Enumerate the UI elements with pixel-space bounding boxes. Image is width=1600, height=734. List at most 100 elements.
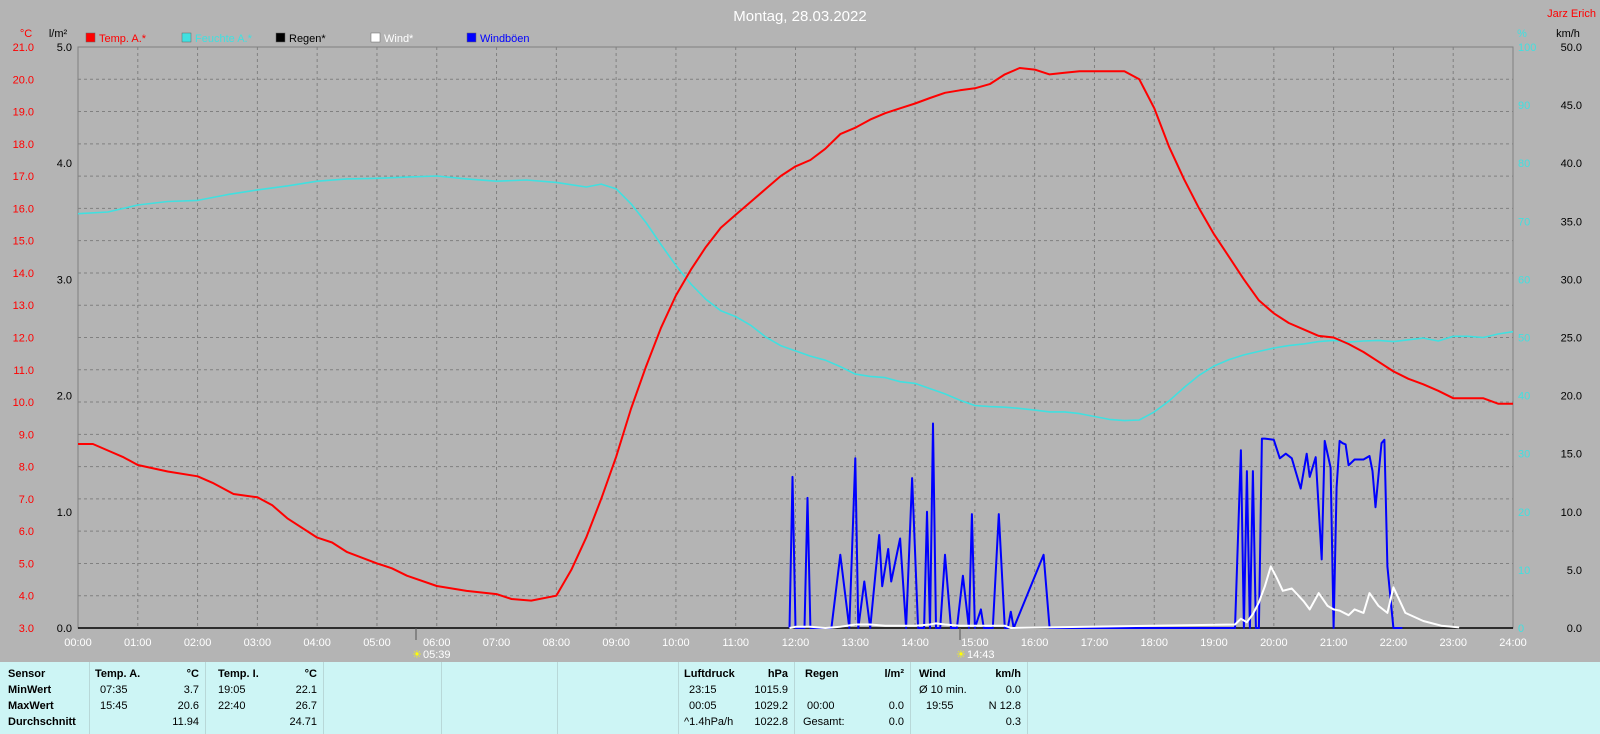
legend-swatch <box>275 32 286 43</box>
pressure-max-time: 00:05 <box>689 700 717 712</box>
wind-header: Wind <box>919 668 946 680</box>
temp-i-max-value: 26.7 <box>295 700 317 712</box>
series-line-feuchte-a <box>77 175 1514 422</box>
wind-tick-label: 50.0 <box>1561 42 1582 54</box>
legend-swatch <box>181 32 192 43</box>
rain-tick-label: 2.0 <box>57 391 72 403</box>
legend-label: Feuchte A.* <box>195 33 253 45</box>
temp-tick-label: 13.0 <box>13 300 34 312</box>
time-tick-label: 00:00 <box>64 637 92 649</box>
wind-row1-label: Ø 10 min. <box>919 684 967 696</box>
wind-tick-label: 0.0 <box>1567 623 1582 635</box>
rain-tick-label: 4.0 <box>57 158 72 170</box>
temp-tick-label: 15.0 <box>13 236 34 248</box>
sunrise-icon: ☀ <box>412 649 422 661</box>
stats-col-empty-1 <box>324 662 442 734</box>
stats-col-wind: Wind km/h Ø 10 min. 0.0 19:55 N 12.8 0.3 <box>911 662 1028 734</box>
temp-tick-label: 4.0 <box>19 591 34 603</box>
time-tick-label: 08:00 <box>543 637 571 649</box>
sunset-marker: ☀ 14:43 <box>956 628 995 661</box>
temp-tick-label: 10.0 <box>13 397 34 409</box>
wind-unit: km/h <box>995 668 1021 680</box>
temp-i-header: Temp. I. <box>218 668 259 680</box>
temp-tick-label: 19.0 <box>13 107 34 119</box>
rain-axis: 0.0 1.0 2.0 3.0 4.0 5.0 <box>57 42 72 635</box>
pressure-header: Luftdruck <box>684 668 735 680</box>
pressure-unit: hPa <box>767 668 788 680</box>
wind-tick-label: 45.0 <box>1561 100 1582 112</box>
time-tick-label: 23:00 <box>1439 637 1467 649</box>
temp-i-average: 24.71 <box>289 716 317 728</box>
rain-unit-label: l/m² <box>49 28 68 40</box>
temp-tick-label: 18.0 <box>13 139 34 151</box>
humidity-tick-label: 20 <box>1518 507 1530 519</box>
stats-col-temp-a: Temp. A. °C 07:35 3.7 15:45 20.6 11.94 <box>90 662 206 734</box>
wind-row3-value: 0.3 <box>1005 716 1021 728</box>
pressure-trend-value: 1022.8 <box>754 716 788 728</box>
time-tick-label: 06:00 <box>423 637 451 649</box>
stats-col-empty-2 <box>442 662 558 734</box>
row-label-max: MaxWert <box>8 700 54 712</box>
row-label-avg: Durchschnitt <box>8 716 76 728</box>
wind-tick-label: 20.0 <box>1561 391 1582 403</box>
temp-a-min-value: 3.7 <box>183 684 199 696</box>
chart-svg: 3.0 4.0 5.0 6.0 7.0 8.0 9.0 10.0 11.0 12.0 13.0 14.… <box>12 8 1596 661</box>
time-tick-label: 21:00 <box>1320 637 1348 649</box>
time-tick-label: 19:00 <box>1200 637 1228 649</box>
rain-header: Regen <box>805 668 839 680</box>
legend-swatch <box>85 32 96 43</box>
stats-col-pressure: Luftdruck hPa 23:15 1015.9 00:05 1029.2 … <box>679 662 795 734</box>
legend-label: Regen* <box>289 33 326 45</box>
time-tick-label: 22:00 <box>1380 637 1408 649</box>
wind-tick-label: 25.0 <box>1561 333 1582 345</box>
stats-col-empty-3 <box>558 662 679 734</box>
temp-tick-label: 5.0 <box>19 558 34 570</box>
sunset-time: 14:43 <box>967 649 995 661</box>
wind-axis: 0.0 5.0 10.0 15.0 20.0 25.0 30.0 35.0 40.0 45.0 50… <box>1561 42 1582 635</box>
time-tick-label: 13:00 <box>842 637 870 649</box>
time-tick-label: 11:00 <box>722 637 749 649</box>
sunset-icon: ☀ <box>956 649 966 661</box>
time-tick-label: 09:00 <box>602 637 630 649</box>
temp-axis: 3.0 4.0 5.0 6.0 7.0 8.0 9.0 10.0 11.0 12.0 13.0 14.… <box>13 42 34 635</box>
rain-row3-label: Gesamt: <box>803 716 845 728</box>
wind-tick-label: 30.0 <box>1561 274 1582 286</box>
legend: Temp. A.* Feuchte A.* Regen* Wind* Windböen <box>85 32 530 45</box>
pressure-max-value: 1029.2 <box>754 700 788 712</box>
stats-col-temp-i: Temp. I. °C 19:05 22.1 22:40 26.7 24.71 <box>206 662 324 734</box>
statistics-panel: Sensor MinWert MaxWert Durchschnitt Temp… <box>0 662 1600 734</box>
wind-tick-label: 10.0 <box>1561 507 1582 519</box>
time-tick-label: 03:00 <box>244 637 272 649</box>
sensor-header: Sensor <box>8 668 46 680</box>
temp-tick-label: 11.0 <box>13 365 34 377</box>
temp-tick-label: 9.0 <box>19 429 34 441</box>
time-tick-label: 17:00 <box>1081 637 1109 649</box>
temp-tick-label: 6.0 <box>19 526 34 538</box>
temp-tick-label: 3.0 <box>19 623 34 635</box>
sunrise-time: 05:39 <box>423 649 451 661</box>
temp-tick-label: 17.0 <box>13 171 34 183</box>
rain-tick-label: 5.0 <box>57 42 72 54</box>
grid <box>78 47 1513 628</box>
time-tick-label: 05:00 <box>363 637 391 649</box>
temp-tick-label: 21.0 <box>13 42 34 54</box>
humidity-tick-label: 80 <box>1518 158 1530 170</box>
series-line-wind <box>789 565 1460 629</box>
wind-tick-label: 40.0 <box>1561 158 1582 170</box>
legend-label: Temp. A.* <box>99 33 147 45</box>
time-tick-label: 04:00 <box>303 637 331 649</box>
time-tick-label: 20:00 <box>1260 637 1288 649</box>
wind-row2-label: 19:55 <box>926 700 954 712</box>
temp-tick-label: 16.0 <box>13 203 34 215</box>
time-tick-label: 07:00 <box>483 637 511 649</box>
time-tick-label: 14:00 <box>901 637 929 649</box>
humidity-tick-label: 30 <box>1518 449 1530 461</box>
humidity-tick-label: 10 <box>1518 565 1530 577</box>
chart-title: Montag, 28.03.2022 <box>733 8 866 25</box>
temp-a-min-time: 07:35 <box>100 684 128 696</box>
time-tick-label: 10:00 <box>662 637 690 649</box>
legend-label: Wind* <box>384 33 414 45</box>
rain-tick-label: 1.0 <box>57 507 72 519</box>
humidity-tick-label: 100 <box>1518 42 1536 54</box>
